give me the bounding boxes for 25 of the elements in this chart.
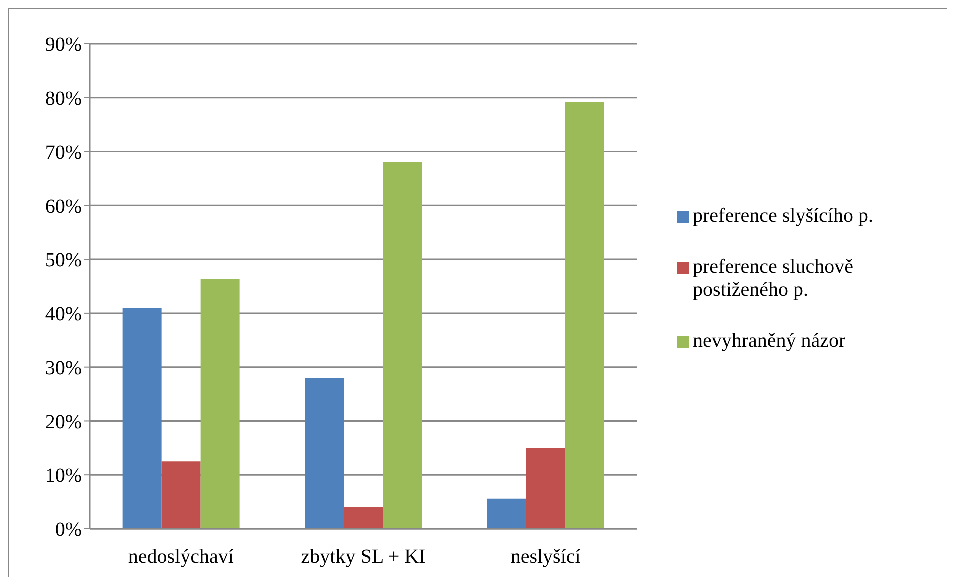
- y-tick-label: 90%: [45, 34, 82, 56]
- y-tick-label: 10%: [45, 465, 82, 488]
- bar: [344, 507, 384, 529]
- bar: [305, 378, 344, 529]
- bar: [162, 462, 201, 529]
- bar: [487, 498, 526, 529]
- x-tick-label: zbytky SL + KI: [301, 546, 426, 568]
- y-tick-label: 50%: [45, 250, 82, 272]
- bar: [565, 102, 604, 529]
- y-tick-label: 80%: [45, 88, 82, 110]
- y-tick-label: 60%: [45, 196, 82, 218]
- y-tick-label: 20%: [45, 411, 82, 434]
- y-tick-label: 0%: [55, 519, 82, 542]
- bar: [122, 308, 162, 529]
- legend-label: nevyhraněný názor: [693, 330, 846, 353]
- y-tick-label: 40%: [45, 304, 82, 326]
- y-tick-label: 70%: [45, 142, 82, 164]
- legend-label: preference sluchově postiženého p.: [693, 256, 854, 302]
- x-tick-label: nedoslýchaví: [128, 546, 234, 568]
- bar: [200, 278, 240, 529]
- bar: [383, 162, 422, 529]
- legend-label: preference slyšícího p.: [693, 205, 874, 228]
- x-tick-label: neslyšící: [510, 546, 582, 568]
- y-tick-label: 30%: [45, 357, 82, 380]
- bar: [526, 448, 566, 529]
